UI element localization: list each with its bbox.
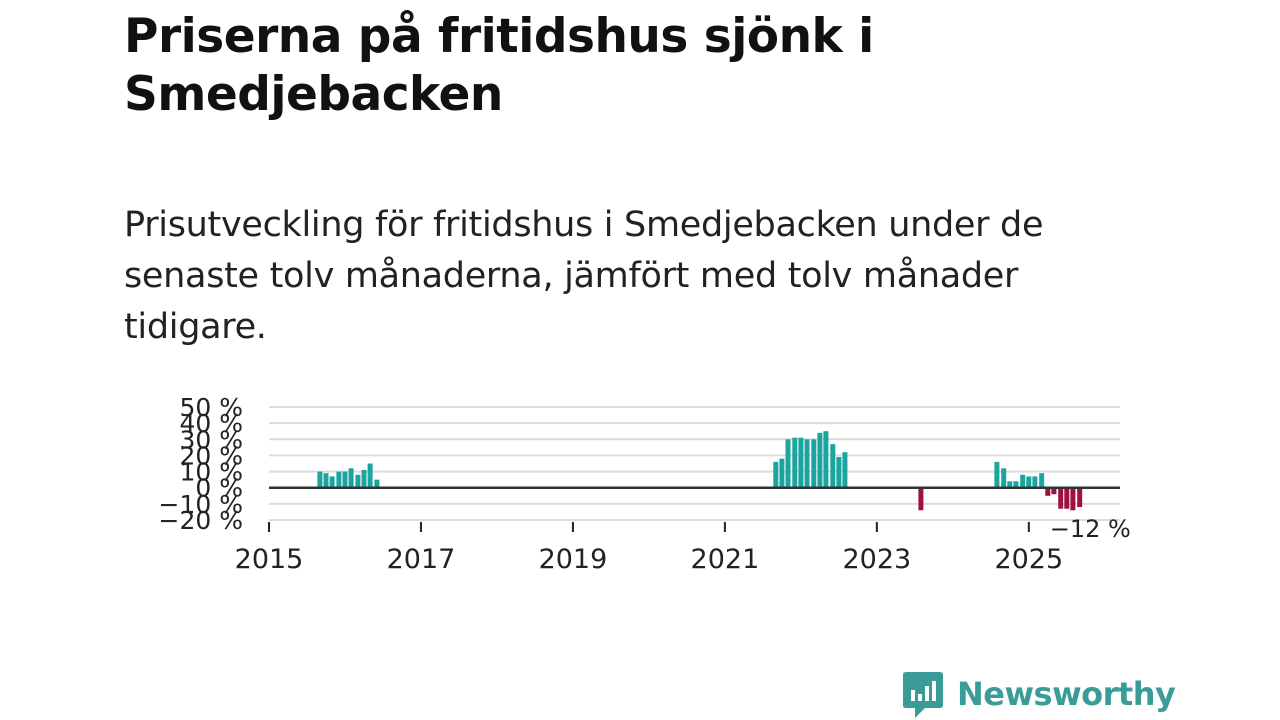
gridlines — [269, 406, 1120, 521]
bar — [323, 473, 329, 488]
bar — [1051, 487, 1057, 495]
bar — [329, 476, 335, 488]
bar — [1045, 487, 1051, 496]
y-tick-label: −10 % — [159, 490, 243, 519]
y-tick-label: 40 % — [179, 409, 243, 438]
bar — [336, 471, 342, 488]
bar — [836, 457, 842, 488]
bar — [342, 471, 348, 488]
bar — [1064, 487, 1070, 509]
bar — [317, 471, 323, 488]
bar — [367, 463, 373, 488]
newsworthy-logo-text: Newsworthy — [957, 675, 1176, 713]
x-tick-label: 2015 — [235, 544, 304, 575]
bar — [1026, 476, 1032, 488]
bar — [355, 474, 361, 488]
bars — [317, 431, 1083, 511]
x-tick-label: 2019 — [539, 544, 608, 575]
bar — [361, 470, 367, 488]
newsworthy-logo: Newsworthy — [903, 668, 1176, 720]
bar — [823, 431, 829, 488]
bar — [792, 437, 798, 488]
y-tick-label: 0 % — [195, 474, 243, 503]
bar — [798, 437, 804, 488]
bar — [1058, 487, 1064, 509]
bar — [348, 468, 354, 488]
bar — [1039, 473, 1045, 488]
bar — [1077, 487, 1083, 508]
page-title: Priserna på fritidshus sjönk i Smedjebac… — [124, 9, 874, 122]
y-tick-label: 30 % — [179, 425, 243, 454]
bar — [374, 479, 380, 488]
price-change-bar-chart: −20 %−10 %0 %10 %20 %30 %40 %50 % 2015 20… — [159, 393, 1131, 575]
bar — [1032, 476, 1038, 488]
newsworthy-logo-icon — [903, 672, 943, 718]
y-tick-label: 10 % — [179, 458, 243, 487]
annotations: −12 % — [1050, 515, 1131, 543]
y-tick-label: −20 % — [159, 506, 243, 535]
bar — [804, 439, 810, 488]
bar — [830, 444, 836, 488]
bar — [779, 458, 785, 488]
y-tick-label: 20 % — [179, 441, 243, 470]
x-tick-label: 2023 — [842, 544, 911, 575]
y-axis-labels: −20 %−10 %0 %10 %20 %30 %40 %50 % — [159, 393, 243, 535]
bar — [785, 439, 791, 488]
y-tick-label: 50 % — [179, 393, 243, 422]
bar — [918, 487, 924, 511]
bar — [1070, 487, 1076, 511]
bar — [842, 452, 848, 488]
x-tick-label: 2021 — [691, 544, 760, 575]
bar — [1020, 474, 1026, 488]
bar — [773, 461, 779, 488]
bar — [994, 461, 1000, 488]
bar — [1013, 481, 1019, 488]
bar — [817, 432, 823, 488]
x-axis: 2015 2017 2019 2021 2023 2025 — [235, 522, 1063, 575]
bar — [811, 439, 817, 488]
x-tick-label: 2025 — [994, 544, 1063, 575]
bar — [1001, 468, 1007, 488]
bar — [1007, 481, 1013, 488]
last-value-label: −12 % — [1050, 515, 1131, 543]
x-tick-label: 2017 — [387, 544, 456, 575]
chart-subtitle: Prisutveckling för fritidshus i Smedjeba… — [124, 205, 1044, 347]
